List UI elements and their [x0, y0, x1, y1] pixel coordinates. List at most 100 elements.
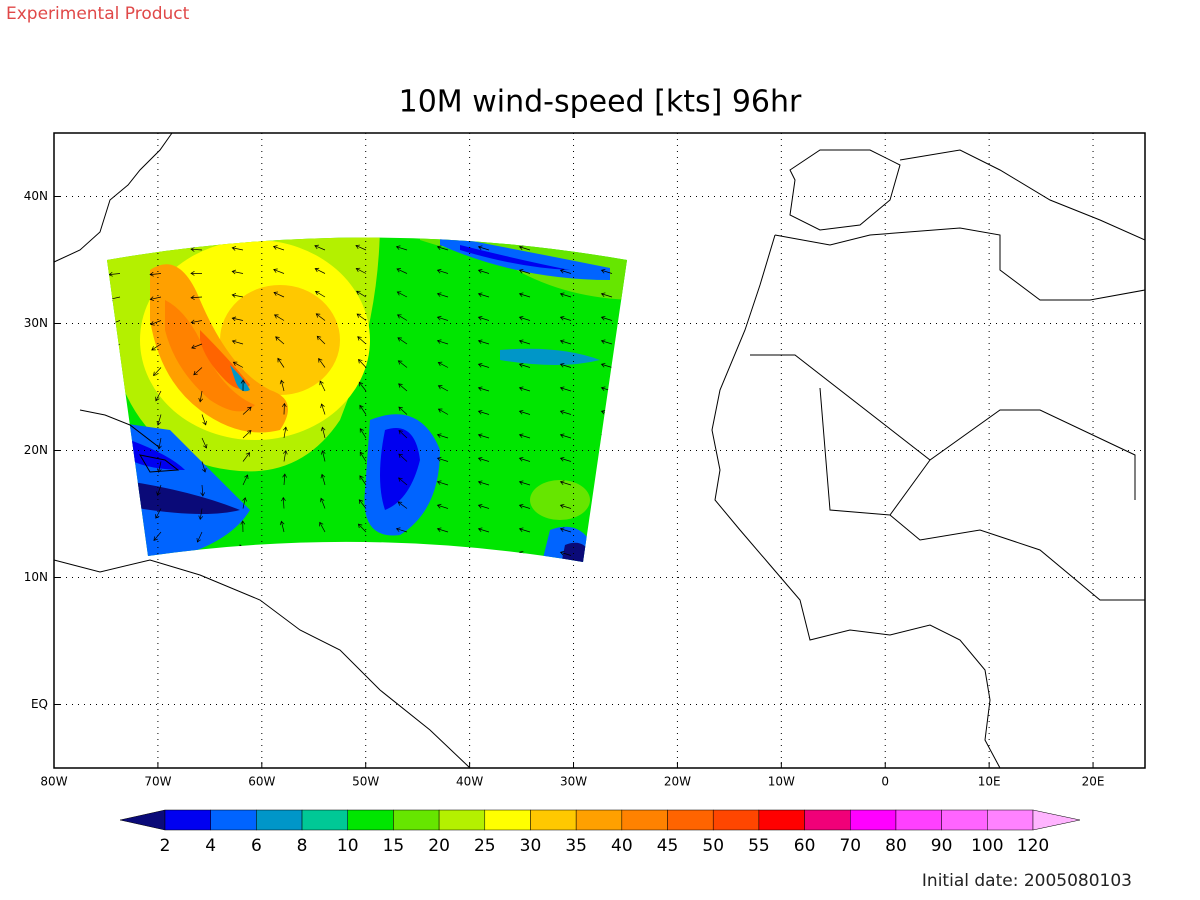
wind-arrow — [150, 320, 162, 326]
wind-arrow — [395, 550, 408, 556]
wind-arrow — [518, 527, 531, 533]
colorbar-swatch — [850, 809, 897, 831]
wind-arrow — [397, 501, 408, 509]
wind-arrow — [559, 409, 572, 415]
wind-arrow — [395, 527, 408, 533]
wind-arrow — [275, 336, 285, 345]
wind-arrow — [279, 379, 285, 392]
wind-arrow — [190, 319, 203, 325]
wind-arrow — [437, 385, 449, 392]
colorbar-label: 8 — [297, 836, 308, 856]
title: 10M wind-speed [kts] 96hr — [399, 85, 802, 120]
wind-arrow — [436, 503, 449, 509]
wind-arrow — [190, 247, 203, 252]
wind-arrow — [359, 428, 367, 439]
lon-tick-label: 10W — [768, 775, 795, 789]
wind-arrow — [518, 292, 531, 298]
wind-arrow — [600, 550, 613, 556]
wind-arrow — [231, 246, 244, 251]
wind-arrow — [559, 480, 572, 486]
wind-arrow — [190, 295, 203, 300]
wind-arrow — [318, 358, 326, 368]
colorbar-swatch — [941, 809, 988, 831]
wind-arrow — [314, 244, 326, 251]
wind-arrow — [242, 497, 247, 509]
wind-arrow — [314, 290, 326, 298]
lat-tick-label: 10N — [24, 570, 48, 584]
wind-arrow — [398, 477, 408, 486]
colorbar-label: 90 — [931, 836, 953, 856]
wind-arrow — [109, 555, 121, 561]
wind-arrow — [559, 362, 572, 368]
wind-arrow — [477, 268, 490, 274]
wind-arrow — [396, 291, 408, 298]
wind-arrow — [153, 531, 162, 541]
wind-arrow — [242, 429, 252, 439]
wind-arrow — [232, 361, 244, 368]
colorbar-label: 25 — [474, 836, 496, 856]
colorbar-label: 80 — [885, 836, 907, 856]
wind-arrow — [231, 269, 244, 275]
wind-arrow — [398, 406, 408, 415]
wind-arrow — [238, 544, 244, 556]
wind-arrow — [320, 450, 326, 462]
wind-arrow — [518, 339, 531, 345]
wind-arrow — [357, 336, 367, 345]
wind-arrow — [559, 433, 572, 439]
wind-arrow — [110, 531, 121, 539]
wind-arrow — [108, 271, 121, 277]
wind-arrow — [559, 503, 572, 509]
wind-arrow — [359, 451, 367, 462]
colorbar-swatch — [804, 809, 851, 831]
colorbar-label: 120 — [1017, 836, 1049, 856]
wind-arrow — [201, 461, 207, 473]
colorbar-label: 20 — [428, 836, 450, 856]
wind-arrow — [281, 496, 286, 509]
colorbar-label: 2 — [160, 836, 171, 856]
wind-arrow — [320, 403, 326, 415]
wind-arrow — [109, 343, 121, 350]
wind-arrow — [155, 390, 162, 402]
wind-arrow — [436, 245, 449, 251]
colorbar-label: 4 — [205, 836, 216, 856]
colorbar-label: 30 — [520, 836, 542, 856]
wind-arrow — [112, 484, 121, 494]
wind-arrow — [242, 452, 251, 462]
wind-arrow — [600, 456, 613, 462]
colorbar-label: 70 — [839, 836, 861, 856]
wind-arrow — [477, 292, 490, 298]
wind-arrow — [319, 497, 326, 509]
wind-arrow — [149, 247, 162, 253]
wind-arrow — [437, 361, 449, 368]
wind-arrow — [600, 339, 613, 345]
wind-arrow — [355, 244, 367, 251]
wind-arrow — [279, 520, 285, 533]
wind-arrow — [198, 508, 204, 521]
wind-arrow — [518, 386, 531, 392]
colorbar-swatch — [164, 809, 211, 831]
colorbar-label: 100 — [971, 836, 1003, 856]
wind-arrow — [437, 408, 449, 415]
wind-arrow — [314, 267, 326, 274]
lat-tick-label: 30N — [24, 316, 48, 330]
wind-arrow — [436, 315, 449, 321]
wind-arrow — [316, 335, 326, 345]
wind-arrow — [191, 343, 203, 350]
wind-arrow — [559, 339, 572, 345]
wind-arrow — [477, 480, 490, 486]
wind-arrow — [559, 292, 572, 298]
wind-arrow — [477, 409, 490, 415]
wind-arrow — [319, 380, 326, 392]
wind-arrow — [151, 343, 162, 351]
wind-arrow — [518, 456, 531, 462]
wind-arrow — [436, 550, 449, 556]
lon-tick-label: 30W — [560, 775, 587, 789]
lon-tick-label: 0 — [881, 775, 889, 789]
wind-arrow — [518, 433, 531, 439]
wind-arrow — [277, 357, 285, 368]
coastlines — [53, 132, 1146, 769]
wind-arrow — [358, 358, 367, 368]
colorbar-label: 55 — [748, 836, 770, 856]
lon-tick-label: 80W — [40, 775, 67, 789]
